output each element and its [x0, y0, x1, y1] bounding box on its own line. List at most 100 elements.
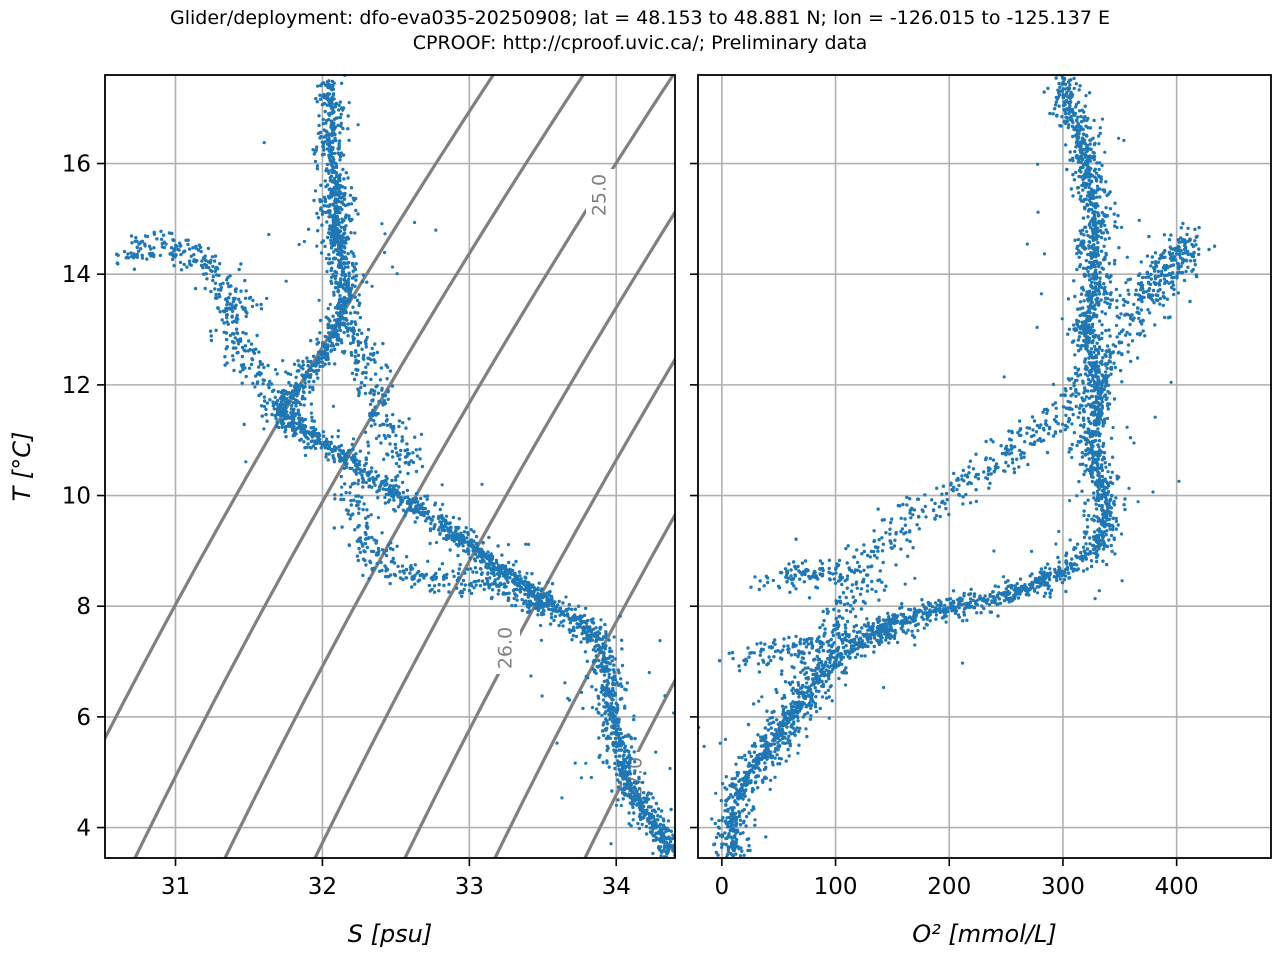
- data-point: [668, 766, 672, 771]
- data-point: [391, 484, 395, 488]
- data-point: [315, 342, 319, 346]
- data-point: [604, 657, 608, 661]
- data-point: [400, 435, 404, 439]
- data-point: [333, 276, 337, 281]
- data-point: [1042, 570, 1046, 574]
- data-point: [410, 567, 415, 571]
- data-point: [614, 803, 619, 807]
- data-point: [220, 318, 224, 322]
- data-point: [413, 220, 417, 225]
- scatter-points-ox: [698, 75, 1217, 858]
- data-point: [608, 717, 612, 721]
- data-point: [298, 424, 303, 429]
- data-point: [233, 306, 237, 310]
- data-point: [301, 390, 306, 394]
- data-point: [425, 494, 430, 498]
- data-point: [258, 359, 262, 364]
- data-point: [170, 253, 174, 257]
- data-point: [344, 216, 348, 220]
- data-point: [550, 582, 555, 586]
- data-point: [346, 288, 350, 292]
- data-point: [1107, 517, 1112, 522]
- data-point: [578, 622, 583, 626]
- data-point: [527, 610, 531, 614]
- data-point: [244, 374, 248, 379]
- data-point: [341, 451, 345, 455]
- data-point: [640, 816, 644, 821]
- data-point: [243, 296, 248, 300]
- data-point: [1122, 503, 1126, 507]
- data-point: [285, 392, 289, 396]
- data-point: [325, 269, 329, 274]
- data-point: [265, 296, 269, 301]
- data-point: [484, 553, 488, 557]
- data-point: [356, 353, 361, 357]
- data-point: [347, 138, 351, 142]
- data-point: [322, 101, 327, 106]
- data-point: [329, 241, 333, 245]
- data-point: [661, 838, 666, 842]
- data-point: [1085, 547, 1090, 551]
- data-point: [169, 246, 174, 250]
- data-point: [840, 670, 844, 674]
- data-point: [616, 798, 620, 802]
- data-point: [610, 655, 615, 659]
- data-point: [339, 497, 343, 502]
- data-point: [130, 241, 134, 245]
- data-point: [463, 583, 467, 587]
- data-point: [147, 244, 152, 248]
- data-point: [572, 625, 576, 629]
- data-point: [214, 292, 218, 297]
- data-point: [666, 819, 671, 823]
- data-point: [614, 729, 618, 733]
- data-point: [336, 151, 340, 155]
- y-tick-label: 10: [62, 484, 91, 510]
- data-point: [636, 821, 640, 826]
- data-point: [1114, 519, 1119, 523]
- data-point: [434, 575, 439, 579]
- data-point: [318, 97, 323, 102]
- data-point: [357, 511, 361, 515]
- data-point: [272, 402, 276, 406]
- data-point: [629, 736, 634, 741]
- data-point: [598, 650, 602, 654]
- data-point: [436, 516, 441, 521]
- data-point: [353, 354, 357, 359]
- data-point: [460, 594, 464, 598]
- data-point: [356, 494, 361, 498]
- data-point: [380, 531, 384, 535]
- data-point: [323, 244, 327, 249]
- data-point: [561, 624, 565, 628]
- data-point: [364, 371, 368, 375]
- data-point: [289, 416, 293, 420]
- data-point: [382, 402, 386, 406]
- data-point: [404, 576, 409, 580]
- data-point: [638, 812, 642, 816]
- data-point: [747, 837, 751, 841]
- data-point: [469, 567, 473, 571]
- data-point: [507, 597, 511, 602]
- data-point: [733, 776, 737, 781]
- data-point: [388, 442, 392, 446]
- data-point: [822, 674, 826, 678]
- data-point: [340, 316, 345, 320]
- data-point: [379, 560, 383, 564]
- data-point: [357, 523, 361, 528]
- data-point: [598, 626, 602, 630]
- data-point: [333, 334, 337, 338]
- data-point: [925, 617, 929, 621]
- data-point: [313, 189, 318, 193]
- data-point: [480, 482, 484, 486]
- data-point: [308, 390, 312, 394]
- data-point: [474, 583, 478, 587]
- data-point: [417, 569, 421, 574]
- data-point: [254, 347, 258, 351]
- data-point: [541, 608, 546, 612]
- data-point: [440, 483, 444, 487]
- data-point: [396, 474, 400, 478]
- data-point: [324, 452, 329, 456]
- data-point: [525, 602, 529, 606]
- data-point: [360, 347, 364, 351]
- data-point: [730, 777, 734, 781]
